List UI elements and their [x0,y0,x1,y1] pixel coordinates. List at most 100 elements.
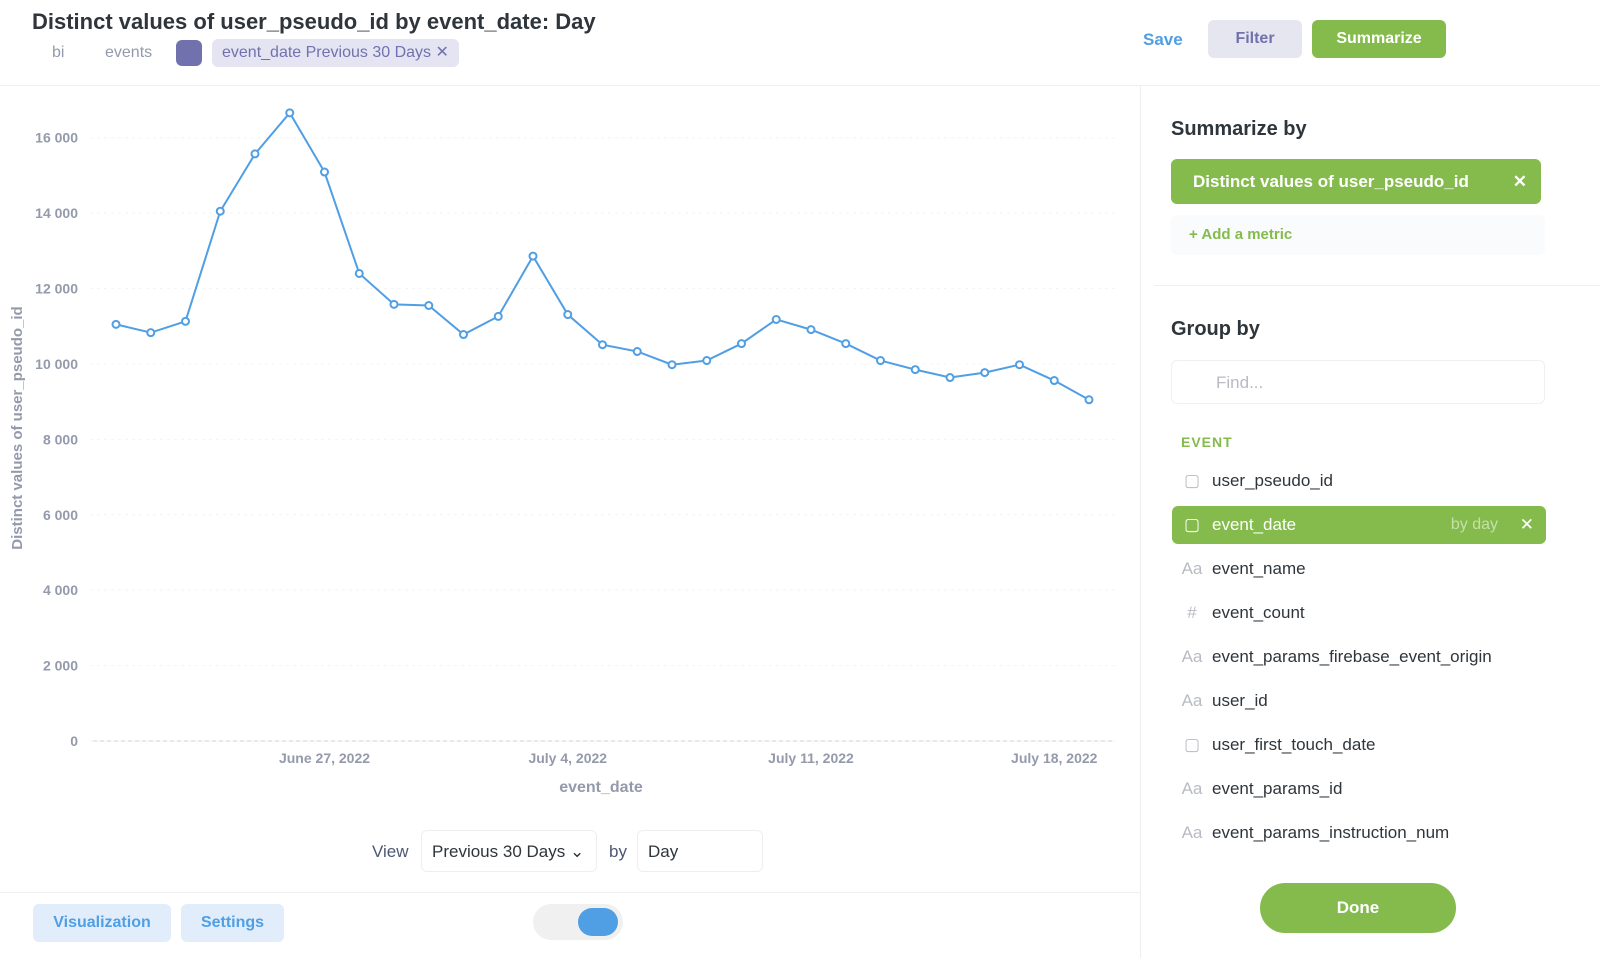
chart: event_date Distinct values of user_pseud… [9,108,1115,796]
field-name: user_pseudo_id [1212,471,1333,490]
field[interactable]: Aa user_id [1172,682,1546,720]
title: Distinct values of user_pseudo_id by eve… [32,9,596,34]
divider [1154,285,1600,286]
add-metric[interactable]: + Add a metric [1171,215,1545,255]
save[interactable]: Save [1143,30,1183,49]
by-label: by [609,842,627,861]
y-tick-label: 6 000 [43,507,78,523]
y-tick-label: 10 000 [35,356,78,372]
filter-text: event_date Previous 30 Days [222,44,432,61]
metric[interactable]: Distinct values of user_pseudo_id ✕ [1171,159,1541,204]
metric-text: Distinct values of user_pseudo_id [1193,172,1469,191]
field-icon: Aa [1181,647,1203,666]
x-axis-label: event_date [559,779,643,796]
y-tick-label: 4 000 [43,582,78,598]
filter-icon [176,40,202,66]
field-icon: ▢ [1183,515,1201,534]
point [945,373,955,383]
x-tick-label: June 27, 2022 [279,750,370,766]
point [424,300,434,310]
point [181,316,190,326]
field-icon: Aa [1181,823,1203,842]
point [146,328,156,338]
group-title: Group by [1171,318,1260,340]
summarize-title: Summarize by [1171,118,1307,140]
section: EVENT [1181,434,1233,450]
field-name: event_params_firebase_event_origin [1212,647,1492,666]
add-metric-text: Add a metric [1201,226,1293,243]
y-axis-label: Distinct values of user_pseudo_id [9,306,26,549]
point [806,325,816,335]
y-tick-label: 14 000 [35,205,78,221]
y-tick-label: 8 000 [43,431,78,447]
done-button[interactable]: Done [1260,883,1456,933]
settings-button[interactable]: Settings [181,904,284,942]
point [771,314,781,324]
point [737,339,746,349]
filter-pill[interactable]: event_date Previous 30 Days ✕ [212,39,459,67]
divider [0,892,1140,893]
point [632,346,642,356]
point [876,356,885,366]
point [493,311,503,321]
field-name: user_id [1212,691,1268,710]
point [111,319,121,329]
point [667,360,677,370]
line [115,111,1090,401]
point [1084,395,1094,405]
point [215,206,225,216]
visualization-button[interactable]: Visualization [33,904,171,942]
field[interactable]: ▢ user_first_touch_date [1172,726,1546,764]
unit-select[interactable]: Day [637,830,763,872]
divider [1140,85,1141,958]
divider [0,85,1600,86]
search[interactable]: Find... [1171,360,1545,404]
breadcrumb[interactable]: events [105,44,153,61]
field[interactable]: Aa event_params_instruction_num [1172,814,1546,852]
x-tick-label: July 18, 2022 [1011,750,1098,766]
field-name: event_name [1212,559,1306,578]
field-icon: ▢ [1183,735,1201,754]
filter-button[interactable]: Filter [1208,20,1302,58]
point [459,330,468,340]
y-tick-label: 2 000 [43,658,78,674]
field-icon: # [1187,603,1197,622]
point [320,167,329,177]
point [1049,376,1059,386]
field-name: event_params_instruction_num [1212,823,1450,842]
x-tick-label: July 4, 2022 [528,750,607,766]
field[interactable]: ▢ user_pseudo_id [1172,462,1546,500]
breadcrumb[interactable]: bi [52,44,65,61]
point [910,365,920,375]
field-name: event_params_id [1212,779,1343,798]
point [1015,360,1024,370]
field-icon: Aa [1181,691,1203,710]
point [285,108,295,118]
point [528,251,538,261]
y-tick-label: 0 [70,733,78,749]
range-select[interactable]: Previous 30 Days ⌄ [421,830,597,872]
field[interactable]: Aa event_name [1172,550,1546,588]
point [389,299,399,309]
field[interactable]: # event_count [1172,594,1546,632]
view-toggle[interactable] [533,904,623,940]
field-icon: Aa [1181,559,1203,578]
point [980,368,990,378]
field[interactable]: Aa event_params_firebase_event_origin [1172,638,1546,676]
view-label: View [372,842,409,861]
point [563,310,573,320]
point [702,356,712,366]
point [841,339,851,349]
field[interactable]: Aa event_params_id [1172,770,1546,808]
field-icon: Aa [1181,779,1203,798]
range: Previous 30 Days [432,842,566,861]
point [354,268,364,278]
x-tick-label: July 11, 2022 [768,750,854,766]
point [598,340,607,350]
field-name: user_first_touch_date [1212,735,1376,754]
field[interactable]: ▢ event_date by day ✕ [1172,506,1546,544]
field-suffix: by day [1450,516,1498,533]
summarize-button[interactable]: Summarize [1312,20,1446,58]
point [250,149,260,159]
